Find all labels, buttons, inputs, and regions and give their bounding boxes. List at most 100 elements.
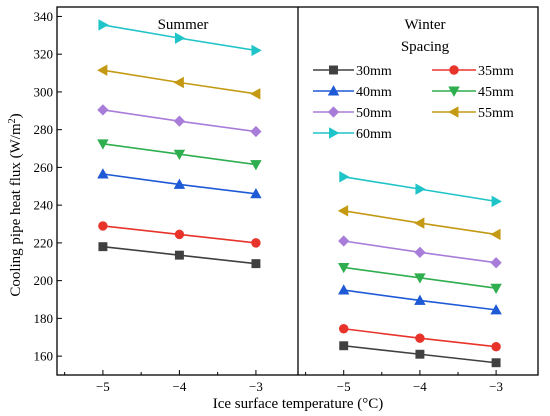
data-point-summer-60mm-0 bbox=[98, 19, 109, 31]
data-point-summer-35mm-2 bbox=[251, 238, 261, 248]
data-point-summer-40mm-1 bbox=[173, 178, 186, 189]
series-summer-50mm bbox=[97, 104, 262, 138]
data-point-winter-50mm-1 bbox=[414, 246, 426, 258]
x-tick-label-winter-1: −4 bbox=[413, 379, 427, 394]
series-winter-50mm bbox=[338, 235, 502, 269]
data-point-winter-30mm-0 bbox=[339, 341, 349, 351]
x-axis-title: Ice surface temperature (°C) bbox=[213, 396, 383, 412]
x-tick-label-winter-2: −3 bbox=[489, 379, 503, 394]
x-tick-label-winter-0: −5 bbox=[337, 379, 351, 394]
data-point-winter-60mm-1 bbox=[415, 183, 426, 195]
series-winter-45mm bbox=[338, 262, 502, 295]
data-point-summer-40mm-2 bbox=[250, 188, 262, 199]
data-point-winter-45mm-2 bbox=[490, 283, 502, 295]
data-point-winter-50mm-2 bbox=[490, 257, 502, 269]
y-tick-label-340: 340 bbox=[34, 9, 54, 24]
data-point-summer-50mm-2 bbox=[250, 125, 262, 138]
legend-entry-40mm: 40mm bbox=[313, 85, 392, 100]
data-point-summer-30mm-0 bbox=[98, 242, 108, 252]
data-point-summer-55mm-0 bbox=[97, 64, 108, 76]
series-summer-40mm bbox=[97, 168, 262, 199]
series-summer-60mm bbox=[98, 19, 262, 57]
data-point-summer-60mm-1 bbox=[174, 32, 186, 44]
data-point-winter-45mm-0 bbox=[338, 262, 350, 274]
y-axis-title-close: ) bbox=[8, 113, 24, 118]
series-summer-30mm bbox=[98, 242, 261, 269]
data-point-summer-50mm-0 bbox=[97, 104, 109, 116]
legend-entry-55mm: 55mm bbox=[432, 106, 514, 121]
legend-entry-60mm: 60mm bbox=[313, 127, 392, 142]
data-point-winter-45mm-1 bbox=[414, 273, 426, 284]
legend-label-40mm: 40mm bbox=[356, 85, 392, 100]
series-winter-55mm bbox=[337, 205, 501, 241]
panel-title-summer: Summer bbox=[158, 17, 209, 33]
legend-marker-40mm bbox=[327, 85, 340, 96]
legend-label-35mm: 35mm bbox=[478, 64, 514, 79]
y-tick-label-180: 180 bbox=[34, 311, 54, 326]
y-tick-label-320: 320 bbox=[34, 47, 54, 62]
legend-title: Spacing bbox=[401, 39, 450, 55]
y-tick-label-240: 240 bbox=[34, 198, 54, 213]
series-summer-45mm bbox=[97, 139, 262, 171]
y-tick-label-300: 300 bbox=[34, 84, 54, 99]
data-point-summer-30mm-1 bbox=[174, 250, 184, 260]
legend-marker-55mm bbox=[448, 106, 459, 118]
data-point-winter-55mm-0 bbox=[337, 205, 349, 217]
series-summer-55mm bbox=[97, 64, 261, 100]
y-axis-title: Cooling pipe heat flux (W/m2) bbox=[7, 113, 24, 296]
data-point-winter-40mm-0 bbox=[338, 284, 350, 295]
legend-marker-35mm bbox=[449, 65, 459, 75]
series-winter-40mm bbox=[338, 284, 502, 315]
data-point-winter-30mm-1 bbox=[415, 349, 425, 359]
legend-marker-45mm bbox=[448, 86, 460, 97]
data-point-winter-40mm-2 bbox=[490, 304, 502, 315]
x-tick-label-summer-0: −5 bbox=[96, 379, 110, 394]
series-summer-35mm bbox=[98, 221, 261, 248]
data-point-winter-60mm-0 bbox=[339, 171, 350, 183]
legend-label-45mm: 45mm bbox=[478, 85, 514, 100]
data-point-summer-55mm-2 bbox=[250, 88, 261, 100]
data-point-summer-45mm-0 bbox=[97, 139, 109, 150]
data-point-winter-35mm-1 bbox=[415, 333, 425, 343]
y-axis-title-superscript: 2 bbox=[7, 118, 18, 123]
series-winter-60mm bbox=[339, 171, 502, 208]
data-point-summer-40mm-0 bbox=[97, 168, 109, 179]
legend-label-55mm: 55mm bbox=[478, 106, 514, 121]
legend-marker-60mm bbox=[329, 127, 340, 139]
legend-label-30mm: 30mm bbox=[356, 64, 392, 79]
data-point-summer-45mm-2 bbox=[250, 160, 262, 171]
data-point-winter-30mm-2 bbox=[491, 358, 501, 368]
data-point-summer-50mm-1 bbox=[173, 115, 186, 127]
y-tick-label-260: 260 bbox=[34, 160, 54, 175]
legend-marker-50mm bbox=[327, 106, 340, 118]
axes-layer: 160 180 200 220 240 260 280 300 320 340 −5 −4 −3 −5 −4… bbox=[34, 6, 539, 394]
x-tick-label-summer-2: −3 bbox=[249, 379, 263, 394]
legend-entry-45mm: 45mm bbox=[432, 85, 514, 100]
legend-entry-35mm: 35mm bbox=[432, 64, 514, 79]
data-point-summer-35mm-1 bbox=[174, 229, 185, 240]
y-tick-label-280: 280 bbox=[34, 122, 54, 137]
data-point-winter-40mm-1 bbox=[414, 294, 426, 305]
y-tick-label-160: 160 bbox=[34, 349, 54, 364]
legend: 30mm 35mm 40mm 45mm 50mm 55mm 60mm bbox=[313, 64, 514, 142]
x-tick-label-summer-1: −4 bbox=[172, 379, 186, 394]
data-point-summer-55mm-1 bbox=[173, 76, 184, 89]
data-point-summer-60mm-2 bbox=[251, 44, 262, 57]
data-point-winter-55mm-2 bbox=[490, 228, 501, 241]
y-axis-title-main: Cooling pipe heat flux (W/m bbox=[8, 123, 24, 297]
y-tick-label-200: 200 bbox=[34, 273, 54, 288]
data-point-summer-35mm-0 bbox=[98, 221, 108, 231]
legend-marker-30mm bbox=[329, 65, 338, 75]
data-point-winter-50mm-0 bbox=[338, 235, 350, 247]
data-point-winter-35mm-2 bbox=[491, 341, 501, 352]
series-winter-35mm bbox=[338, 324, 501, 352]
legend-label-60mm: 60mm bbox=[356, 127, 392, 142]
data-point-winter-35mm-0 bbox=[338, 324, 349, 334]
legend-entry-30mm: 30mm bbox=[313, 64, 392, 79]
series-winter-30mm bbox=[339, 341, 501, 368]
data-point-summer-45mm-1 bbox=[173, 149, 186, 161]
data-point-winter-60mm-2 bbox=[491, 195, 502, 208]
y-tick-label-220: 220 bbox=[34, 235, 54, 250]
series-layer bbox=[97, 19, 502, 368]
